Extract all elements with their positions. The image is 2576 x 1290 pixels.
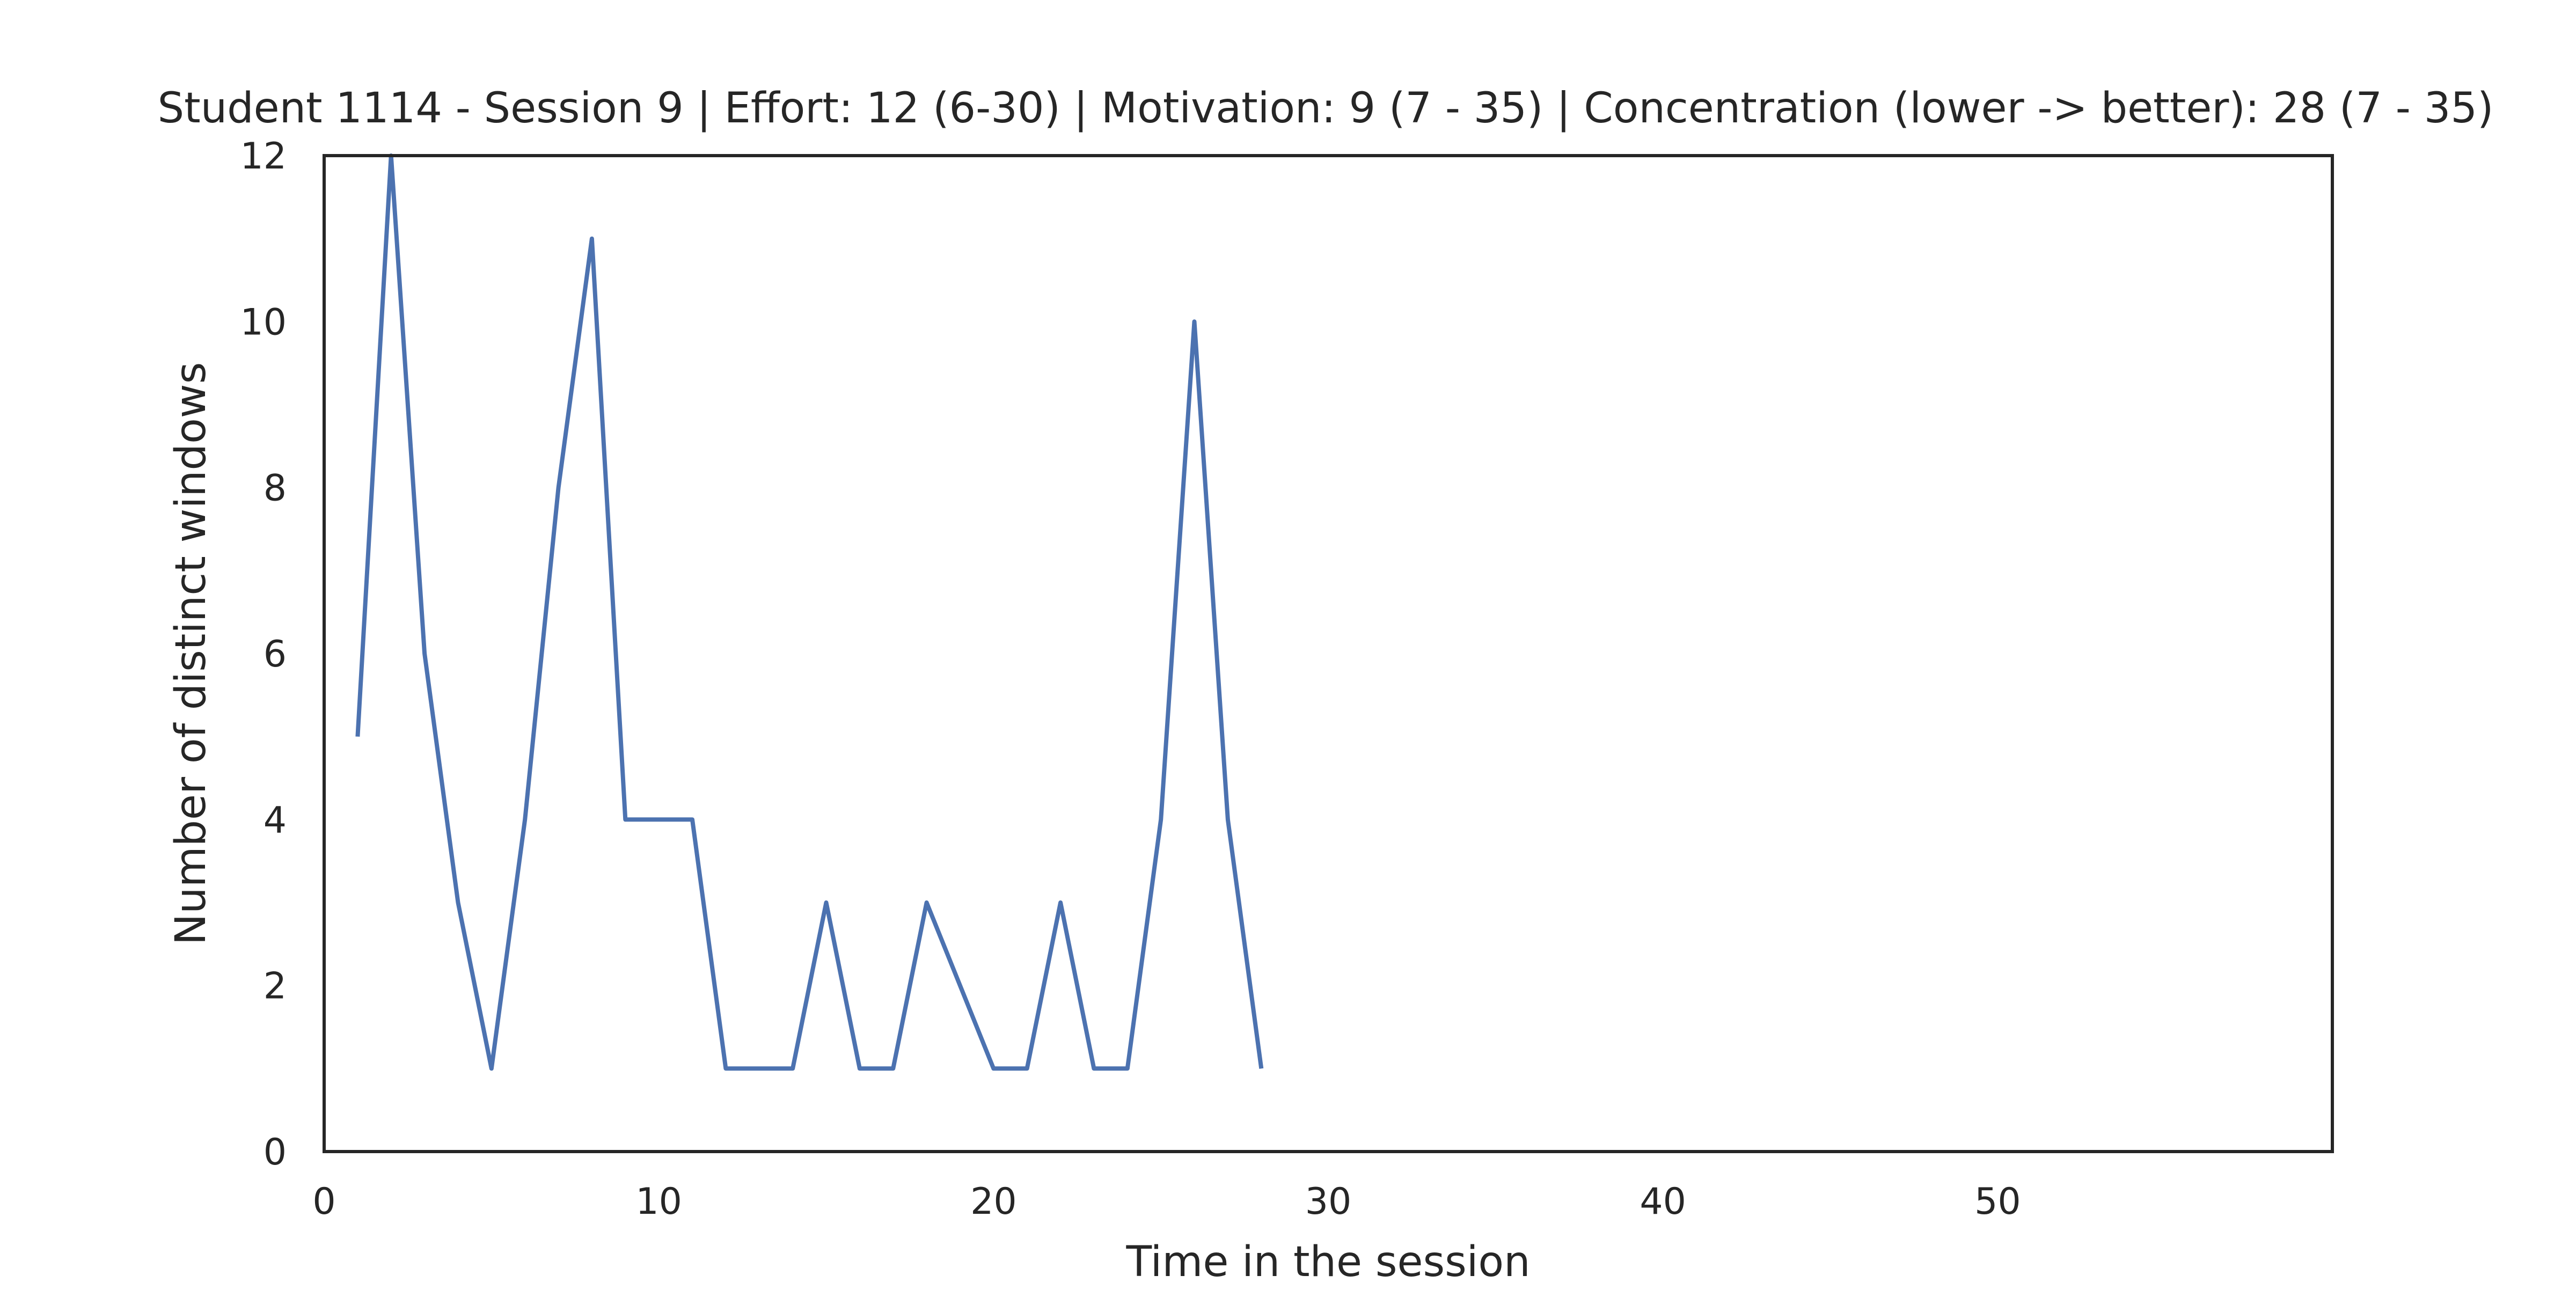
x-tick-label: 0 <box>312 1181 335 1223</box>
plot-area <box>355 153 1264 1071</box>
x-tick-label: 30 <box>1305 1181 1352 1223</box>
y-tick-label: 8 <box>264 467 287 510</box>
chart-title: Student 1114 - Session 9 | Effort: 12 (6… <box>158 84 2494 133</box>
y-tick-label: 12 <box>240 135 287 178</box>
y-tick-label: 4 <box>264 799 287 841</box>
plot-frame <box>323 154 2334 1153</box>
y-axis-label: Number of distinct windows <box>167 362 215 945</box>
x-tick-label: 10 <box>635 1181 682 1223</box>
x-axis-ticks: 0 10 20 30 40 50 <box>312 1181 2021 1223</box>
x-tick-label: 40 <box>1640 1181 1686 1223</box>
y-tick-label: 0 <box>264 1131 287 1174</box>
x-tick-label: 50 <box>1974 1181 2021 1223</box>
y-tick-label: 2 <box>264 965 287 1008</box>
x-tick-label: 20 <box>970 1181 1017 1223</box>
x-axis-label: Time in the session <box>1125 1238 1530 1286</box>
y-tick-label: 6 <box>264 633 287 676</box>
y-tick-label: 10 <box>240 301 287 343</box>
y-axis-ticks: 0 2 4 6 8 10 12 <box>240 135 287 1174</box>
series-line <box>355 153 1264 1071</box>
